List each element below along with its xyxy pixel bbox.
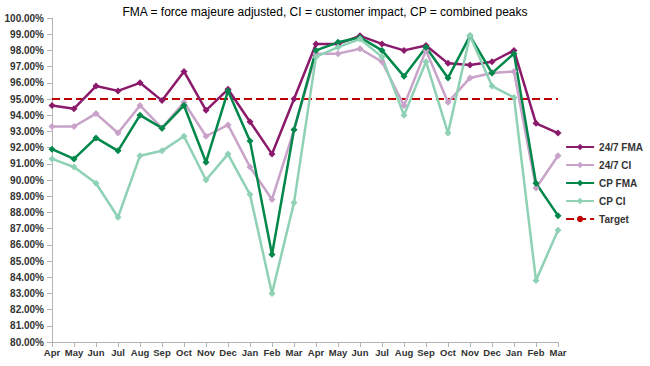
svg-text:Mar: Mar — [550, 347, 567, 358]
svg-text:Sep: Sep — [417, 347, 435, 358]
svg-text:100.00%: 100.00% — [5, 13, 45, 24]
svg-text:Jan: Jan — [242, 347, 259, 358]
svg-text:91.00%: 91.00% — [10, 158, 44, 169]
svg-text:95.00%: 95.00% — [10, 94, 44, 105]
svg-text:89.00%: 89.00% — [10, 191, 44, 202]
svg-text:93.00%: 93.00% — [10, 126, 44, 137]
svg-text:FMA = force majeure adjusted,: FMA = force majeure adjusted, CI = custo… — [123, 5, 528, 19]
svg-text:24/7 FMA: 24/7 FMA — [599, 142, 643, 153]
svg-text:Aug: Aug — [395, 347, 414, 358]
svg-text:80.00%: 80.00% — [10, 337, 44, 348]
svg-text:Aug: Aug — [131, 347, 150, 358]
svg-text:87.00%: 87.00% — [10, 223, 44, 234]
svg-text:82.00%: 82.00% — [10, 304, 44, 315]
svg-text:Jul: Jul — [111, 347, 125, 358]
svg-text:99.00%: 99.00% — [10, 29, 44, 40]
svg-text:83.00%: 83.00% — [10, 288, 44, 299]
svg-text:Sep: Sep — [153, 347, 171, 358]
svg-text:Oct: Oct — [176, 347, 193, 358]
svg-text:Apr: Apr — [44, 347, 61, 358]
svg-text:Nov: Nov — [461, 347, 480, 358]
svg-text:CP CI: CP CI — [599, 196, 626, 207]
svg-text:85.00%: 85.00% — [10, 256, 44, 267]
svg-text:CP FMA: CP FMA — [599, 178, 637, 189]
svg-text:Apr: Apr — [308, 347, 325, 358]
svg-text:Jan: Jan — [506, 347, 523, 358]
svg-text:Mar: Mar — [286, 347, 303, 358]
svg-text:24/7 CI: 24/7 CI — [599, 160, 631, 171]
svg-text:86.00%: 86.00% — [10, 239, 44, 250]
svg-text:Nov: Nov — [197, 347, 216, 358]
svg-text:May: May — [65, 347, 84, 358]
svg-text:Oct: Oct — [440, 347, 457, 358]
svg-text:94.00%: 94.00% — [10, 110, 44, 121]
svg-text:Target: Target — [599, 214, 629, 225]
svg-text:Feb: Feb — [528, 347, 545, 358]
svg-text:97.00%: 97.00% — [10, 61, 44, 72]
svg-text:96.00%: 96.00% — [10, 77, 44, 88]
svg-text:Jul: Jul — [375, 347, 389, 358]
svg-text:90.00%: 90.00% — [10, 175, 44, 186]
svg-text:84.00%: 84.00% — [10, 272, 44, 283]
svg-text:Dec: Dec — [483, 347, 500, 358]
svg-text:Jun: Jun — [88, 347, 105, 358]
svg-text:98.00%: 98.00% — [10, 45, 44, 56]
svg-text:81.00%: 81.00% — [10, 320, 44, 331]
svg-text:Dec: Dec — [219, 347, 236, 358]
svg-text:Feb: Feb — [264, 347, 281, 358]
svg-text:May: May — [329, 347, 348, 358]
svg-text:Jun: Jun — [352, 347, 369, 358]
svg-text:88.00%: 88.00% — [10, 207, 44, 218]
svg-text:92.00%: 92.00% — [10, 142, 44, 153]
